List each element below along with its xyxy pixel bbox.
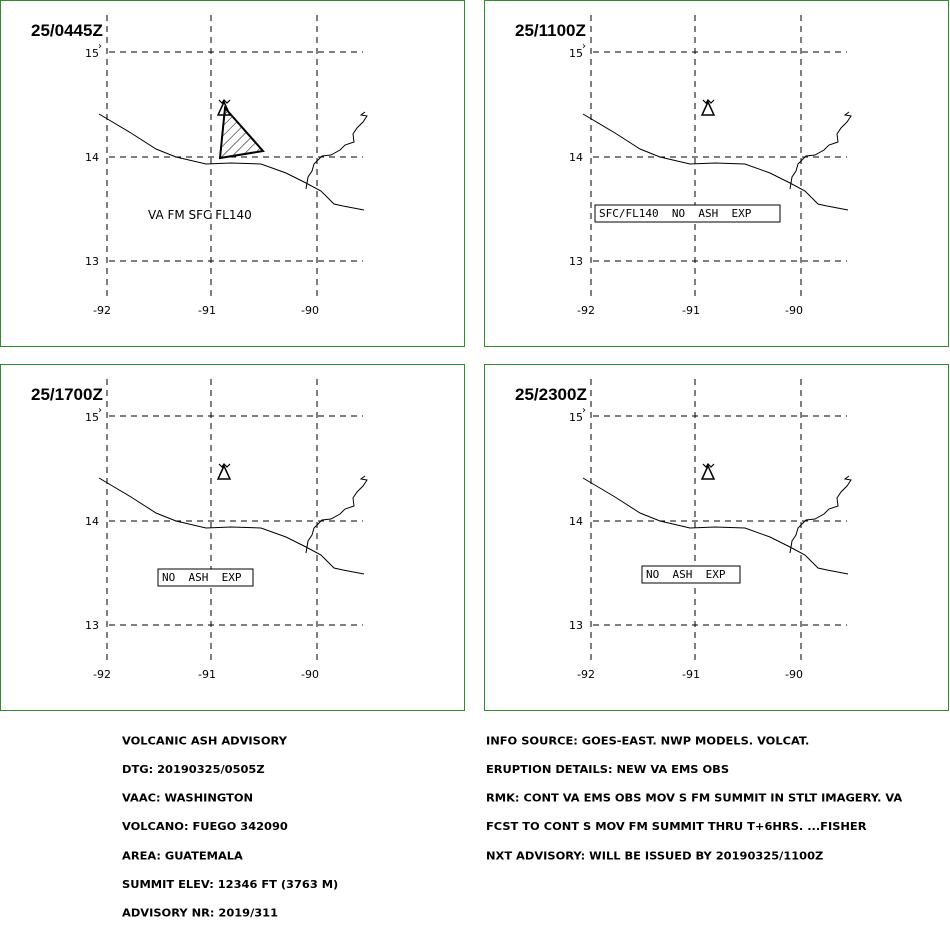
ash-label: NO ASH EXP: [162, 571, 242, 584]
forecast-panel-1100z: › 25/1100Z 15 14 13 -92 -91 -90 SFC/FL14…: [484, 0, 949, 347]
map-canvas: › 25/1100Z 15 14 13 -92 -91 -90 SFC/FL14…: [515, 15, 852, 317]
chevron-icon: ›: [98, 405, 102, 416]
ash-polygon: [218, 105, 265, 160]
volcano-plume: [218, 463, 231, 468]
forecast-panel-2300z: › 25/2300Z 15 14 13 -92 -91 -90 NO ASH E…: [484, 364, 949, 711]
label-box: [157, 568, 254, 587]
advisory-line: ERUPTION DETAILS: NEW VA EMS OBS: [486, 763, 730, 776]
gulf-coastline: [305, 475, 368, 554]
lat-tick-15: 15: [569, 47, 583, 60]
panel-title: 25/2300Z: [515, 385, 587, 404]
panel-title: 25/1100Z: [515, 21, 586, 40]
volcano-icon: [700, 463, 716, 480]
lon-tick-90: -90: [301, 668, 319, 681]
ash-cloud-area: [218, 105, 265, 160]
volcano-icon: [216, 463, 232, 480]
forecast-panel-0445z: › 25/0445Z 15 14 13 -92 -91 -90 VA FM SF…: [0, 0, 465, 347]
advisory-line: FCST TO CONT S MOV FM SUMMIT THRU T+6HRS…: [486, 820, 867, 834]
lat-tick-15: 15: [569, 411, 583, 424]
volcano-plume: [218, 99, 231, 104]
chevron-icon: ›: [582, 41, 586, 52]
volcano-triangle: [216, 100, 232, 116]
coastline: [98, 475, 368, 575]
advisory-line: VOLCANIC ASH ADVISORY: [122, 734, 287, 748]
lat-tick-13: 13: [85, 619, 99, 632]
lon-tick-90: -90: [301, 304, 319, 317]
advisory-header-text: VOLCANIC ASH ADVISORY DTG: 20190325/0505…: [122, 717, 338, 928]
volcano-plume: [702, 99, 715, 104]
label-box: [594, 204, 781, 223]
advisory-line: VOLCANO: FUEGO 342090: [122, 820, 288, 834]
lon-tick-91: -91: [682, 668, 700, 681]
lat-tick-15: 15: [85, 47, 99, 60]
lon-tick-92: -92: [93, 668, 111, 681]
lat-tick-14: 14: [85, 515, 99, 528]
ash-label: NO ASH EXP: [646, 568, 726, 581]
pacific-coastline: [98, 113, 365, 211]
chevron-icon: ›: [582, 405, 586, 416]
panel-title: 25/0445Z: [31, 21, 103, 40]
advisory-line: DTG: 20190325/0505Z: [122, 763, 265, 776]
coastline: [582, 111, 852, 211]
lat-tick-14: 14: [569, 151, 583, 164]
advisory-line: RMK: CONT VA EMS OBS MOV S FM SUMMIT IN …: [486, 791, 903, 805]
map-canvas: › 25/0445Z 15 14 13 -92 -91 -90 VA FM SF…: [31, 15, 368, 317]
advisory-line: NXT ADVISORY: WILL BE ISSUED BY 20190325…: [486, 849, 824, 863]
map-canvas: › 25/2300Z 15 14 13 -92 -91 -90 NO ASH E…: [515, 379, 852, 681]
pacific-coastline: [582, 477, 849, 575]
lat-tick-14: 14: [569, 515, 583, 528]
advisory-line: VAAC: WASHINGTON: [122, 791, 254, 805]
lon-tick-92: -92: [577, 304, 595, 317]
lat-tick-14: 14: [85, 151, 99, 164]
advisory-line: ADVISORY NR: 2019/311: [122, 906, 279, 920]
label-box: [641, 565, 741, 584]
ash-label: SFC/FL140 NO ASH EXP: [599, 207, 752, 220]
advisory-line: AREA: GUATEMALA: [122, 849, 243, 863]
panel-title: 25/1700Z: [31, 385, 103, 404]
chevron-icon: ›: [98, 41, 102, 52]
lat-tick-13: 13: [569, 619, 583, 632]
lat-tick-13: 13: [569, 255, 583, 268]
advisory-line: SUMMIT ELEV: 12346 FT (3763 M): [122, 877, 339, 891]
lon-tick-90: -90: [785, 304, 803, 317]
coastline: [582, 475, 852, 575]
coastline: [98, 111, 368, 211]
lat-tick-15: 15: [85, 411, 99, 424]
ash-label: VA FM SFC FL140: [148, 208, 252, 222]
volcano-triangle: [700, 100, 716, 116]
forecast-panel-1700z: › 25/1700Z 15 14 13 -92 -91 -90 NO ASH E…: [0, 364, 465, 711]
gulf-coastline: [305, 111, 368, 190]
lon-tick-92: -92: [577, 668, 595, 681]
lon-tick-91: -91: [198, 304, 216, 317]
volcano-triangle: [700, 464, 716, 480]
advisory-line: INFO SOURCE: GOES-EAST. NWP MODELS. VOLC…: [486, 734, 810, 748]
gulf-coastline: [789, 475, 852, 554]
volcano-plume: [702, 463, 715, 468]
lat-tick-13: 13: [85, 255, 99, 268]
pacific-coastline: [98, 477, 365, 575]
volcano-icon: [700, 99, 716, 116]
lon-tick-91: -91: [682, 304, 700, 317]
lon-tick-92: -92: [93, 304, 111, 317]
volcano-icon: [216, 99, 232, 116]
advisory-remarks-text: INFO SOURCE: GOES-EAST. NWP MODELS. VOLC…: [486, 717, 902, 870]
pacific-coastline: [582, 113, 849, 211]
volcano-triangle: [216, 464, 232, 480]
lon-tick-91: -91: [198, 668, 216, 681]
lon-tick-90: -90: [785, 668, 803, 681]
gulf-coastline: [789, 111, 852, 190]
map-canvas: › 25/1700Z 15 14 13 -92 -91 -90 NO ASH E…: [31, 379, 368, 681]
